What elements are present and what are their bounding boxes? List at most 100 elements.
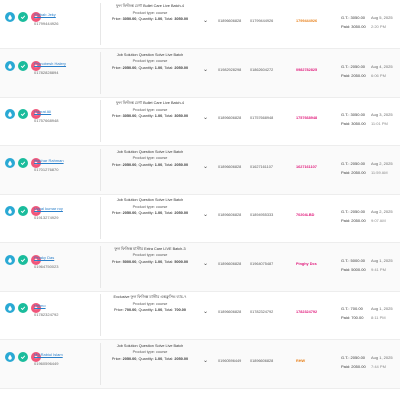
chevron-down-icon[interactable]: ⌄ bbox=[203, 212, 209, 218]
price-label: Price: bbox=[114, 308, 124, 312]
view-button[interactable] bbox=[5, 254, 15, 265]
customer-name-link[interactable]: Uzzal kumar roy bbox=[34, 206, 63, 211]
close-icon bbox=[34, 161, 38, 164]
approve-button[interactable] bbox=[18, 109, 28, 119]
view-button[interactable] bbox=[5, 109, 15, 119]
customer-name-link[interactable]: Helmo bbox=[34, 303, 46, 308]
approve-button[interactable] bbox=[18, 254, 28, 265]
row-actions bbox=[5, 303, 41, 313]
price-label: Price: bbox=[111, 356, 122, 361]
product-type-value: course bbox=[156, 107, 168, 112]
delete-button[interactable] bbox=[31, 12, 41, 22]
price-label: Price: bbox=[111, 211, 122, 215]
drop-icon bbox=[8, 354, 12, 360]
chevron-down-icon[interactable]: ⌄ bbox=[203, 163, 209, 170]
sender-number: 01894955333 bbox=[250, 213, 274, 217]
close-icon bbox=[34, 258, 38, 261]
quantity-label: Quantity: bbox=[138, 17, 154, 21]
chevron-down-icon[interactable]: ⌄ bbox=[203, 357, 209, 364]
customer-name-link[interactable]: Hazrat Ali bbox=[34, 109, 52, 114]
merchant-number: 01896606828 bbox=[218, 310, 242, 314]
order-time: 11:59 AM bbox=[371, 169, 388, 175]
delete-button[interactable] bbox=[31, 109, 41, 119]
close-icon bbox=[34, 209, 38, 213]
sender-number: 01799444926 bbox=[250, 19, 274, 23]
price-line: Price: 2050.00, Quantity: 1.00, Total: 2… bbox=[111, 356, 189, 361]
delete-button[interactable] bbox=[31, 157, 41, 168]
delete-button[interactable] bbox=[31, 351, 41, 362]
total-value: 700.00 bbox=[174, 308, 186, 312]
sender-number: 01896606828 bbox=[250, 358, 274, 363]
date-cell: Aug 2, 2025 11:59 AM bbox=[371, 159, 393, 177]
delete-button[interactable] bbox=[31, 254, 41, 265]
chevron-down-icon[interactable]: ⌄ bbox=[203, 260, 209, 267]
check-icon bbox=[20, 15, 26, 20]
price-value: 700.00 bbox=[124, 308, 137, 312]
view-button[interactable] bbox=[5, 157, 15, 168]
customer-name-link[interactable]: Md.Rabiul Islam bbox=[34, 351, 63, 357]
totals-cell: G.T.: 2050.00 Paid: 2050.00 bbox=[341, 62, 366, 80]
approve-button[interactable] bbox=[18, 351, 28, 362]
close-icon bbox=[34, 306, 38, 310]
merchant-number: 01982928298 bbox=[218, 67, 242, 72]
date-cell: Aug 2, 2025 9:07 AM bbox=[371, 207, 393, 225]
customer-name-link[interactable]: Pronobesh Halery bbox=[34, 60, 67, 66]
row-actions bbox=[5, 60, 41, 71]
order-row: Shihab Jeky 01799444926 ফুল ফিজিক্স মেগা… bbox=[0, 0, 400, 49]
view-button[interactable] bbox=[5, 12, 15, 22]
sender-number: 01782324792 bbox=[250, 310, 274, 314]
quantity-label: Quantity: bbox=[138, 259, 154, 264]
order-row: Hazrat Ali 01757668948 ফুল ফিজিক্স মেগা … bbox=[0, 97, 400, 146]
product-title: Job Solution Question Solve Live Batch bbox=[116, 343, 184, 348]
quantity-value: 1.00 bbox=[154, 114, 163, 118]
view-button[interactable] bbox=[5, 60, 15, 71]
approve-button[interactable] bbox=[18, 12, 28, 22]
approve-button[interactable] bbox=[18, 157, 28, 168]
row-actions bbox=[5, 351, 41, 362]
delete-button[interactable] bbox=[31, 60, 41, 71]
customer-name-link[interactable]: Shihab Jeky bbox=[34, 12, 56, 17]
approve-button[interactable] bbox=[18, 303, 28, 313]
view-button[interactable] bbox=[5, 303, 15, 313]
grand-total: G.T.: 2050.00 bbox=[341, 63, 366, 69]
sender-number: 01757668948 bbox=[250, 116, 274, 120]
transaction-id: RHW bbox=[296, 358, 306, 363]
totals-cell: G.T.: 3050.00 Paid: 3050.00 bbox=[341, 110, 366, 128]
customer-phone: 01782828894 bbox=[34, 69, 59, 75]
product-type: Product type: course bbox=[102, 350, 198, 355]
close-icon bbox=[34, 112, 38, 116]
customer-cell: Uzzal kumar roy 01913274929 bbox=[34, 206, 94, 221]
price-value: 2050.00 bbox=[122, 211, 137, 215]
product-type: Product type: course bbox=[102, 253, 198, 258]
customer-name-link[interactable]: Iftekhar Rahman bbox=[34, 157, 64, 163]
close-icon bbox=[34, 64, 38, 67]
date-cell: Aug 1, 2025 8:11 PM bbox=[371, 304, 393, 322]
customer-cell: Pronobesh Halery 01782828894 bbox=[34, 61, 94, 76]
chevron-down-icon[interactable]: ⌄ bbox=[203, 66, 209, 73]
total-label: Total: bbox=[164, 114, 174, 118]
product-type-label: Product type: bbox=[132, 10, 155, 15]
view-button[interactable] bbox=[5, 206, 15, 216]
approve-button[interactable] bbox=[18, 60, 28, 71]
customer-phone: 01782324792 bbox=[34, 312, 59, 317]
customer-cell: Pinaky Das 01964750023 bbox=[34, 255, 94, 270]
customer-cell: Md.Rabiul Islam 01960596449 bbox=[34, 352, 94, 367]
price-line: Price: 5000.00, Quantity: 1.00, Total: 5… bbox=[111, 259, 189, 264]
order-row: Pronobesh Halery 01782828894 Job Solutio… bbox=[0, 48, 400, 98]
chevron-down-icon[interactable]: ⌄ bbox=[203, 115, 209, 121]
chevron-down-icon[interactable]: ⌄ bbox=[203, 18, 209, 24]
total-label: Total: bbox=[164, 162, 174, 167]
chevron-down-icon[interactable]: ⌄ bbox=[203, 309, 209, 315]
view-button[interactable] bbox=[5, 351, 15, 362]
customer-cell: Iftekhar Rahman 01701276870 bbox=[34, 158, 94, 173]
product-type-value: course bbox=[156, 301, 168, 306]
order-time: 2:20 PM bbox=[371, 24, 386, 29]
drop-icon bbox=[8, 111, 12, 117]
customer-name-link[interactable]: Pinaky Das bbox=[34, 254, 55, 260]
delete-button[interactable] bbox=[31, 206, 41, 216]
order-time: 9:41 PM bbox=[371, 266, 386, 272]
price-line: Price: 2050.00, Quantity: 1.00, Total: 2… bbox=[111, 211, 189, 215]
totals-cell: G.T.: 700.00 Paid: 700.00 bbox=[341, 304, 363, 322]
approve-button[interactable] bbox=[18, 206, 28, 216]
delete-button[interactable] bbox=[31, 303, 41, 313]
